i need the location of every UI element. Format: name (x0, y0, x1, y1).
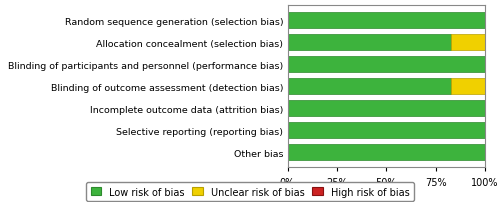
Bar (288, 57, 485, 73)
Bar (288, 123, 485, 138)
Bar (288, 13, 485, 29)
Bar (288, 145, 485, 160)
Bar (288, 101, 485, 117)
Legend: Low risk of bias, Unclear risk of bias, High risk of bias: Low risk of bias, Unclear risk of bias, … (86, 182, 414, 201)
Bar (452, 79, 485, 95)
Bar (452, 35, 485, 51)
Bar (288, 35, 452, 51)
Bar (288, 79, 452, 95)
